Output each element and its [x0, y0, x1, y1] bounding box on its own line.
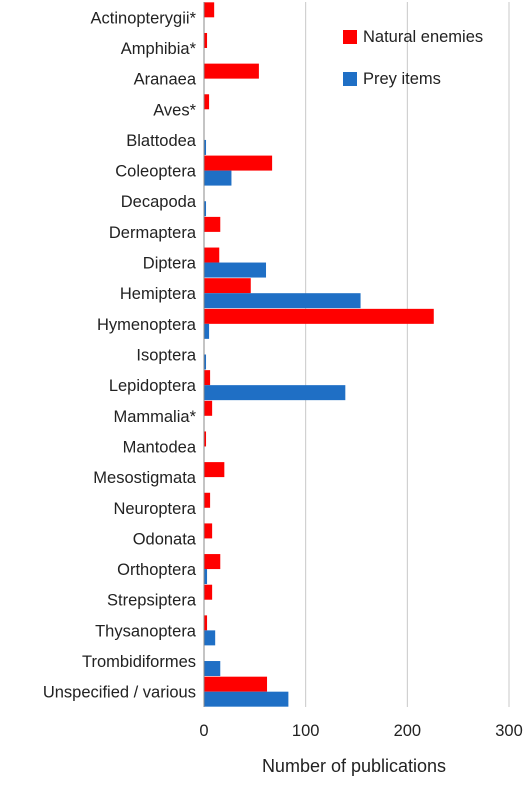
category-label-coleoptera: Coleoptera: [115, 163, 197, 181]
bar-prey-items-hymenoptera: [204, 323, 210, 339]
bar-natural-enemies-lepidoptera: [204, 370, 211, 386]
bar-prey-items-decapoda: [204, 201, 207, 217]
bar-marks: [204, 2, 434, 707]
bar-natural-enemies-aranaea: [204, 63, 259, 79]
bar-natural-enemies-mesostigmata: [204, 462, 225, 478]
bar-prey-items-thysanoptera: [204, 630, 216, 646]
tick-labels: 0 100 200 300: [199, 722, 522, 740]
grid-lines: [305, 2, 510, 707]
x-tick-label-300: 300: [495, 722, 523, 740]
bar-natural-enemies-neuroptera: [204, 492, 211, 508]
bar-natural-enemies-hymenoptera: [204, 308, 434, 324]
bar-prey-items-diptera: [204, 262, 267, 278]
category-label-strepsiptera: Strepsiptera: [107, 592, 197, 610]
bar-natural-enemies-aves: [204, 94, 210, 110]
category-label-odonata: Odonata: [133, 530, 197, 548]
category-label-dermaptera: Dermaptera: [109, 224, 197, 242]
category-label-mammalia: Mammalia*: [113, 408, 196, 426]
bar-natural-enemies-odonata: [204, 523, 213, 539]
x-tick-label-0: 0: [199, 722, 208, 740]
category-label-unspecified-various: Unspecified / various: [43, 684, 196, 702]
bar-natural-enemies-dermaptera: [204, 216, 221, 232]
bar-prey-items-isoptera: [204, 354, 207, 370]
legend-label-natural-enemies: Natural enemies: [363, 28, 483, 46]
bar-prey-items-trombidiformes: [204, 661, 221, 677]
category-label-hemiptera: Hemiptera: [120, 285, 197, 303]
category-label-neuroptera: Neuroptera: [113, 500, 196, 518]
x-tick-label-100: 100: [292, 722, 320, 740]
category-labels: Actinopterygii* Amphibia* Aranaea Aves* Blat…: [43, 9, 197, 701]
bar-prey-items-unspecified-various: [204, 691, 289, 707]
bar-prey-items-orthoptera: [204, 569, 208, 585]
legend-swatch-prey-items: [343, 72, 357, 86]
category-label-amphibia: Amphibia*: [121, 40, 197, 58]
bar-prey-items-blattodea: [204, 139, 207, 155]
bar-natural-enemies-coleoptera: [204, 155, 273, 171]
category-label-trombidiformes: Trombidiformes: [82, 653, 196, 671]
legend: Natural enemies Prey items: [343, 28, 483, 88]
bar-prey-items-lepidoptera: [204, 385, 346, 401]
bar-prey-items-coleoptera: [204, 170, 232, 186]
category-label-mantodea: Mantodea: [123, 438, 197, 456]
bar-natural-enemies-amphibia: [204, 32, 208, 48]
bar-prey-items-hemiptera: [204, 293, 361, 309]
bar-natural-enemies-diptera: [204, 247, 220, 263]
category-label-mesostigmata: Mesostigmata: [93, 469, 197, 487]
bar-natural-enemies-strepsiptera: [204, 584, 213, 600]
legend-swatch-natural-enemies: [343, 30, 357, 44]
bar-natural-enemies-actinopterygii: [204, 2, 215, 18]
bar-natural-enemies-unspecified-various: [204, 676, 268, 692]
bar-natural-enemies-orthoptera: [204, 554, 221, 570]
category-label-decapoda: Decapoda: [121, 193, 197, 211]
category-label-thysanoptera: Thysanoptera: [95, 622, 197, 640]
category-label-lepidoptera: Lepidoptera: [109, 377, 197, 395]
category-label-isoptera: Isoptera: [136, 347, 196, 365]
bar-natural-enemies-mantodea: [204, 431, 207, 447]
category-label-blattodea: Blattodea: [126, 132, 197, 150]
category-label-actinopterygii: Actinopterygii*: [91, 9, 197, 27]
bar-natural-enemies-hemiptera: [204, 278, 251, 294]
category-label-diptera: Diptera: [143, 255, 197, 273]
legend-label-prey-items: Prey items: [363, 70, 441, 88]
category-label-aves: Aves*: [153, 101, 196, 119]
category-label-orthoptera: Orthoptera: [117, 561, 197, 579]
x-tick-label-200: 200: [394, 722, 422, 740]
x-axis-title: Number of publications: [262, 756, 446, 776]
category-label-hymenoptera: Hymenoptera: [97, 316, 197, 334]
bar-natural-enemies-thysanoptera: [204, 615, 208, 631]
bar-natural-enemies-mammalia: [204, 400, 213, 416]
category-label-aranaea: Aranaea: [134, 71, 197, 89]
